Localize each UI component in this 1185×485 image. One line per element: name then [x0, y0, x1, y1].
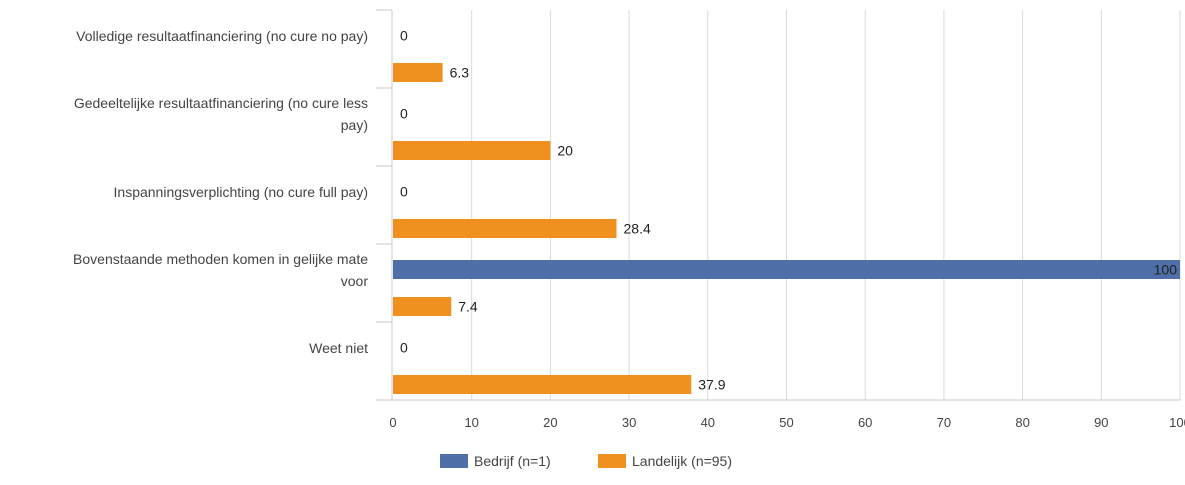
x-tick-label: 50 [779, 415, 793, 430]
bar [393, 375, 692, 394]
data-label: 7.4 [458, 299, 478, 315]
bar [393, 141, 551, 160]
x-tick-label: 0 [389, 415, 396, 430]
bar [393, 219, 617, 238]
legend: Bedrijf (n=1) Landelijk (n=95) [440, 453, 732, 469]
x-tick-label: 40 [701, 415, 715, 430]
x-tick-labels: 0 10 20 30 40 50 60 70 80 90 100 [389, 415, 1185, 430]
data-label: 6.3 [450, 65, 470, 81]
category-label: Volledige resultaatfinanciering (no cure… [76, 28, 368, 44]
category-label: Inspanningsverplichting (no cure full pa… [114, 184, 368, 200]
grid-lines [471, 10, 1181, 400]
legend-label: Bedrijf (n=1) [474, 453, 551, 469]
data-label: 100 [1154, 262, 1178, 278]
bar [393, 260, 1180, 279]
category-label: Weet niet [309, 340, 368, 356]
data-label: 37.9 [698, 377, 725, 393]
category-label: Gedeeltelijke resultaatfinanciering (no … [74, 95, 368, 111]
x-tick-label: 20 [543, 415, 557, 430]
data-label: 0 [400, 28, 408, 44]
data-label: 28.4 [624, 221, 651, 237]
legend-label: Landelijk (n=95) [632, 453, 732, 469]
x-tick-label: 90 [1094, 415, 1108, 430]
bar [393, 63, 443, 82]
x-tick-label: 100 [1169, 415, 1185, 430]
legend-swatch [598, 454, 626, 468]
x-tick-label: 30 [622, 415, 636, 430]
category-labels: Volledige resultaatfinanciering (no cure… [73, 28, 368, 356]
axes [376, 9, 1180, 401]
x-tick-label: 10 [464, 415, 478, 430]
data-label: 0 [400, 184, 408, 200]
category-label: pay) [341, 117, 368, 133]
category-label: Bovenstaande methoden komen in gelijke m… [73, 251, 368, 267]
legend-swatch [440, 454, 468, 468]
bars [393, 63, 1180, 394]
bar [393, 297, 452, 316]
data-labels: 0 0 0 100 0 6.3 20 28.4 7.4 37.9 [400, 28, 1177, 393]
data-label: 20 [557, 143, 573, 159]
data-label: 0 [400, 106, 408, 122]
category-label: voor [341, 273, 369, 289]
data-label: 0 [400, 340, 408, 356]
x-tick-label: 70 [937, 415, 951, 430]
x-tick-label: 60 [858, 415, 872, 430]
x-tick-label: 80 [1015, 415, 1029, 430]
